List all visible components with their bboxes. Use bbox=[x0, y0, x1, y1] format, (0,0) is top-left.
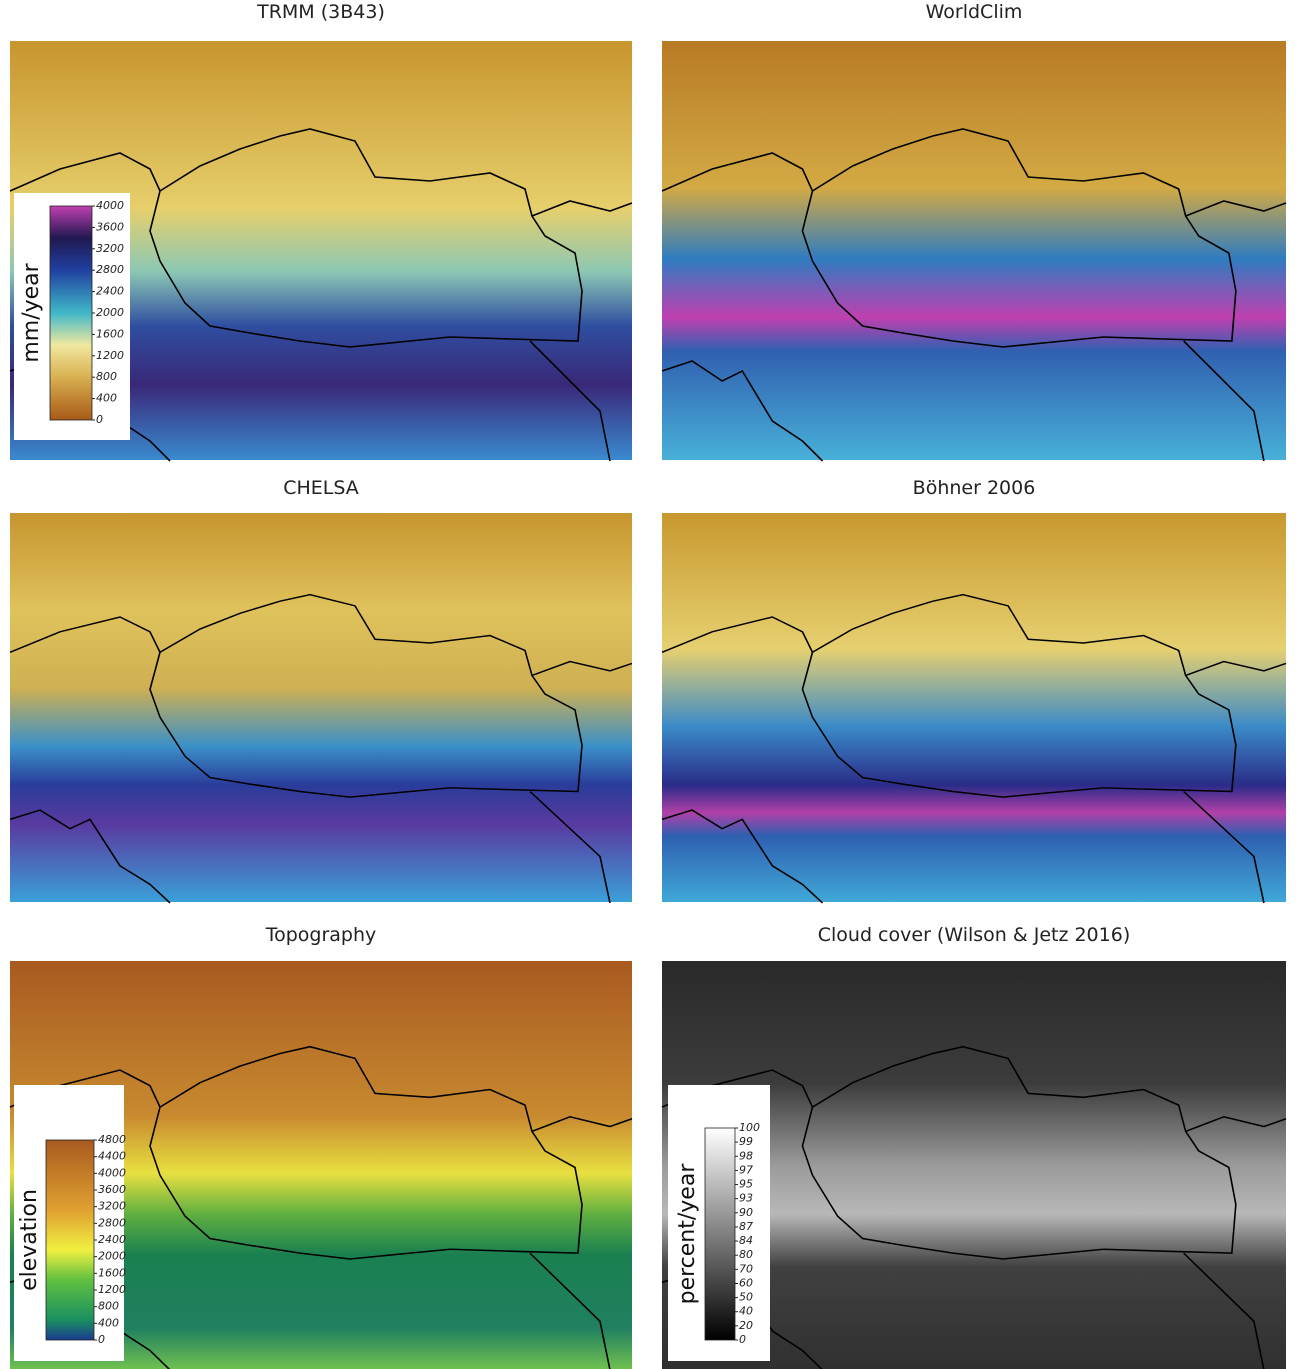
tick-label: 93 bbox=[739, 1192, 753, 1205]
tick-label: 2400 bbox=[96, 285, 124, 298]
tick-label: 100 bbox=[739, 1121, 760, 1134]
tick-label: 60 bbox=[739, 1276, 753, 1289]
tick-label: 1600 bbox=[98, 1266, 126, 1279]
tick-label: 400 bbox=[98, 1316, 119, 1329]
tick-label: 90 bbox=[739, 1206, 753, 1219]
tick-label: 87 bbox=[739, 1220, 753, 1233]
legend-label: elevation bbox=[17, 1189, 42, 1291]
tick-label: 98 bbox=[739, 1149, 753, 1162]
tick-label: 4000 bbox=[98, 1166, 126, 1179]
tick-label: 20 bbox=[739, 1319, 753, 1332]
panel-title: WorldClim bbox=[926, 1, 1023, 23]
tick-label: 2800 bbox=[96, 263, 124, 276]
tick-label: 0 bbox=[98, 1333, 105, 1346]
tick-label: 95 bbox=[739, 1178, 753, 1191]
tick-label: 0 bbox=[96, 413, 103, 426]
tick-label: 3600 bbox=[96, 220, 124, 233]
tick-label: 3600 bbox=[98, 1183, 126, 1196]
panel-title: Topography bbox=[265, 924, 377, 946]
map-raster bbox=[662, 513, 1286, 902]
tick-label: 4400 bbox=[98, 1150, 126, 1163]
map-panel bbox=[661, 513, 1287, 904]
tick-label: 2800 bbox=[98, 1216, 126, 1229]
legend-label: mm/year bbox=[19, 262, 44, 362]
tick-label: 99 bbox=[739, 1135, 753, 1148]
tick-label: 1200 bbox=[98, 1283, 126, 1296]
tick-label: 2400 bbox=[98, 1233, 126, 1246]
panel-title: CHELSA bbox=[283, 477, 359, 499]
tick-label: 84 bbox=[739, 1234, 753, 1247]
panel-title: TRMM (3B43) bbox=[256, 1, 385, 23]
colorbar bbox=[45, 1139, 95, 1341]
tick-label: 400 bbox=[96, 392, 117, 405]
tick-label: 40 bbox=[739, 1305, 753, 1318]
tick-label: 97 bbox=[739, 1163, 753, 1176]
tick-label: 800 bbox=[96, 370, 117, 383]
map-panel bbox=[9, 513, 633, 904]
tick-label: 3200 bbox=[98, 1200, 126, 1213]
tick-label: 80 bbox=[739, 1248, 753, 1261]
map-raster bbox=[662, 41, 1286, 460]
tick-label: 2000 bbox=[96, 306, 124, 319]
tick-label: 0 bbox=[739, 1333, 746, 1346]
tick-label: 4000 bbox=[96, 199, 124, 212]
tick-label: 1200 bbox=[96, 349, 124, 362]
tick-label: 1600 bbox=[96, 327, 124, 340]
map-raster bbox=[10, 513, 632, 902]
tick-label: 2000 bbox=[98, 1250, 126, 1263]
tick-label: 3200 bbox=[96, 242, 124, 255]
tick-label: 50 bbox=[739, 1291, 753, 1304]
tick-label: 4800 bbox=[98, 1133, 126, 1146]
colorbar bbox=[49, 205, 93, 421]
tick-label: 70 bbox=[739, 1262, 753, 1275]
map-panel bbox=[661, 41, 1287, 462]
colorbar bbox=[704, 1127, 736, 1341]
panel-title: Böhner 2006 bbox=[913, 477, 1036, 499]
tick-label: 800 bbox=[98, 1300, 119, 1313]
panel-title: Cloud cover (Wilson & Jetz 2016) bbox=[818, 924, 1131, 946]
legend-label: percent/year bbox=[675, 1163, 700, 1305]
